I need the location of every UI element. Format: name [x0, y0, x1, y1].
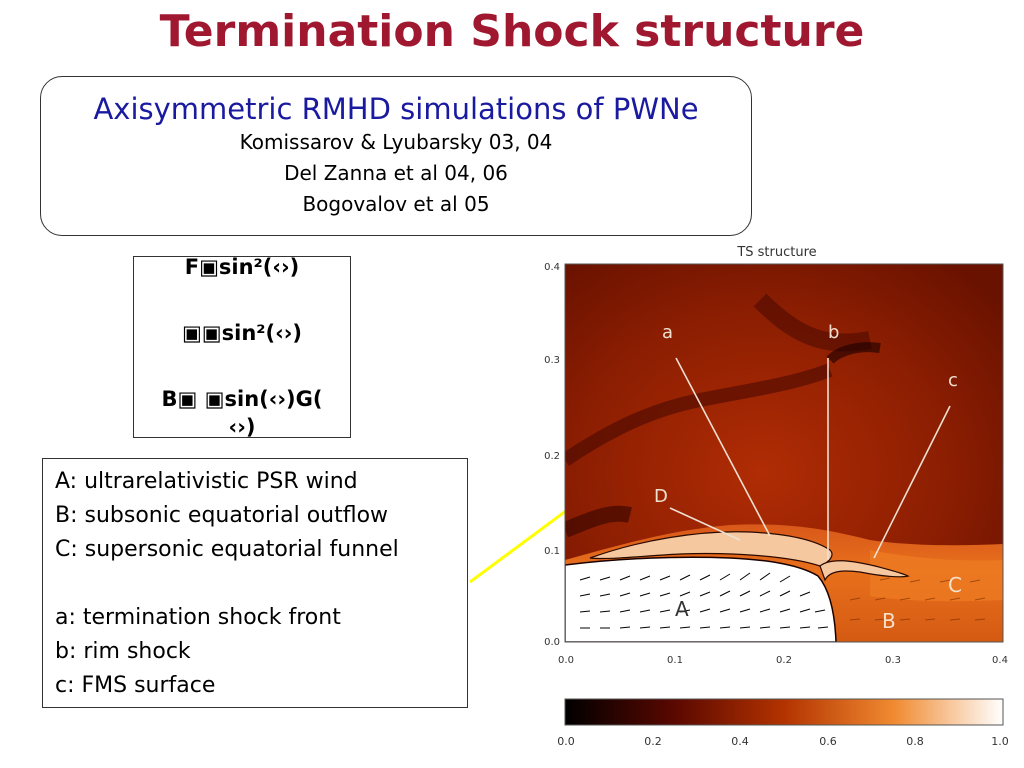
- legend-C: C: supersonic equatorial funnel: [55, 537, 399, 562]
- colorbar: [564, 698, 1004, 726]
- label-C: C: [948, 573, 962, 597]
- y-tick-4: 0.4: [544, 262, 560, 273]
- cbar-tick-5: 1.0: [991, 735, 1009, 748]
- formula-energy-flux: F▣sin²(‹›): [184, 255, 300, 279]
- label-c: c: [948, 370, 958, 391]
- simulations-heading: Axisymmetric RMHD simulations of PWNe: [93, 92, 699, 126]
- y-tick-2: 0.2: [544, 451, 560, 462]
- region-legend: A: ultrarelativistic PSR wind B: subsoni…: [42, 458, 468, 708]
- formula-box: F▣sin²(‹›) ▣▣sin²(‹›) B▣ ▣sin(‹›)G( ‹›): [133, 255, 351, 439]
- cbar-tick-4: 0.8: [906, 735, 924, 748]
- figure-title: TS structure: [736, 245, 816, 260]
- y-tick-1: 0.1: [544, 546, 560, 557]
- cbar-tick-2: 0.4: [731, 735, 749, 748]
- label-A: A: [675, 597, 689, 621]
- legend-c: c: FMS surface: [55, 673, 216, 698]
- cbar-tick-3: 0.6: [819, 735, 837, 748]
- y-tick-3: 0.3: [544, 355, 560, 366]
- cbar-tick-1: 0.2: [644, 735, 662, 748]
- formula-field: B▣ ▣sin(‹›)G(: [161, 387, 323, 411]
- simulations-box: Axisymmetric RMHD simulations of PWNe Ko…: [40, 76, 752, 236]
- legend-b: b: rim shock: [55, 639, 191, 664]
- legend-B: B: subsonic equatorial outflow: [55, 503, 389, 528]
- reference-2: Del Zanna et al 04, 06: [284, 161, 508, 185]
- cbar-tick-0: 0.0: [557, 735, 575, 748]
- legend-A: A: ultrarelativistic PSR wind: [55, 469, 358, 494]
- legend-a: a: termination shock front: [55, 605, 341, 630]
- velocity-arrows: [579, 572, 829, 629]
- x-tick-0: 0.0: [558, 655, 574, 666]
- x-tick-4: 0.4: [992, 655, 1008, 666]
- y-tick-0: 0.0: [544, 637, 560, 648]
- formula-field-cont: ‹›): [228, 415, 256, 439]
- formula-lorentz: ▣▣sin²(‹›): [181, 321, 303, 345]
- x-tick-1: 0.1: [667, 655, 683, 666]
- reference-3: Bogovalov et al 05: [302, 192, 490, 216]
- label-a: a: [662, 322, 673, 343]
- slide-title: Termination Shock structure: [159, 6, 865, 57]
- label-D: D: [654, 486, 668, 507]
- label-B: B: [882, 609, 896, 633]
- reference-1: Komissarov & Lyubarsky 03, 04: [239, 130, 553, 154]
- label-b: b: [828, 322, 839, 343]
- x-tick-3: 0.3: [885, 655, 901, 666]
- ts-structure-figure: TS structure a b c D A B C 0.0 0.1 0.2 0…: [544, 245, 1009, 748]
- x-tick-2: 0.2: [776, 655, 792, 666]
